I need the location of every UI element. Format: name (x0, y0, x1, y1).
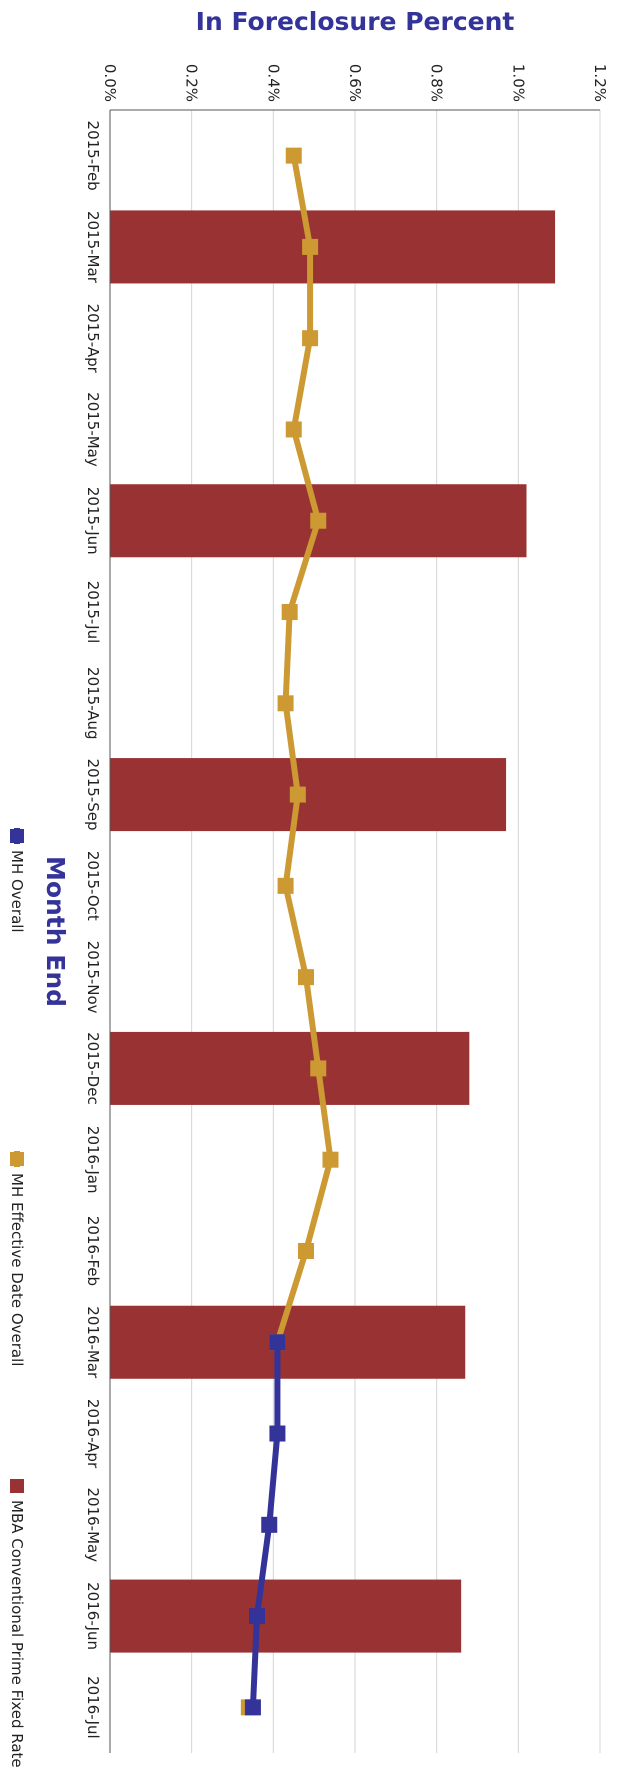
x-tick-label: 2016-Mar (84, 1306, 102, 1379)
bar-mba-conventional-prime-fixed-rate (109, 758, 507, 832)
x-tick-label: 2015-Nov (84, 941, 102, 1014)
point-mh-effective-date-overall (302, 238, 319, 255)
x-tick-label: 2016-Feb (84, 1216, 102, 1286)
axis-layer: 0.0% 0.2% 0.4% 0.6% 0.8% 1.0% 1.2% 2015-Feb 2015… (84, 64, 609, 1753)
point-mh-effective-date-overall (281, 604, 298, 621)
legend-label: MBA Conventional Prime Fixed Rate (8, 1500, 26, 1768)
x-tick-label: 2015-Aug (84, 667, 102, 740)
legend-label: MH Overall (8, 850, 26, 933)
point-mh-overall (269, 1334, 286, 1351)
x-tick-label: 2016-Jan (84, 1126, 102, 1194)
legend-swatch-marker (10, 829, 24, 843)
y-tick-label: 1.2% (591, 64, 609, 102)
x-tick-label: 2015-Dec (84, 1032, 102, 1105)
line-layer (240, 147, 339, 1716)
legend-swatch-marker (10, 1152, 24, 1166)
y-tick-label: 0.4% (264, 64, 282, 102)
point-mh-effective-date-overall (277, 877, 294, 894)
x-tick-label: 2015-Sep (84, 759, 102, 831)
point-mh-effective-date-overall (310, 1060, 327, 1077)
point-mh-effective-date-overall (298, 1242, 314, 1259)
point-mh-effective-date-overall (310, 512, 327, 529)
point-mh-effective-date-overall (322, 1151, 339, 1168)
bar-mba-conventional-prime-fixed-rate (109, 1031, 470, 1105)
y-tick-label: 0.2% (183, 64, 201, 102)
point-mh-effective-date-overall (302, 330, 319, 347)
y-tick-label: 0.8% (428, 64, 446, 102)
y-axis-title: In Foreclosure Percent (196, 7, 515, 36)
x-tick-label: 2016-Jul (84, 1676, 102, 1739)
bar-mba-conventional-prime-fixed-rate (110, 1579, 462, 1653)
x-tick-label: 2015-Oct (84, 851, 102, 921)
point-mh-overall (249, 1608, 265, 1625)
x-tick-label: 2015-Jun (84, 487, 102, 555)
y-tick-label: 0.6% (346, 64, 364, 102)
point-mh-overall (244, 1699, 261, 1716)
point-mh-effective-date-overall (285, 421, 302, 438)
y-tick-label: 0.0% (101, 64, 119, 102)
legend-label: MH Effective Date Overall (8, 1173, 26, 1366)
x-axis-title: Month End (41, 856, 70, 1007)
point-mh-effective-date-overall (298, 969, 314, 986)
x-tick-label: 2015-Feb (84, 121, 102, 191)
point-mh-overall (269, 1425, 286, 1442)
x-tick-label: 2015-May (84, 392, 102, 467)
point-mh-effective-date-overall (289, 786, 306, 803)
point-mh-overall (261, 1516, 278, 1533)
grid-layer (191, 110, 601, 1753)
line-mh-effective-date-overall (274, 155, 334, 1344)
bar-mba-conventional-prime-fixed-rate (109, 210, 556, 284)
x-tick-label: 2016-Jun (84, 1582, 102, 1650)
legend: MH Overall MH Effective Date Overall MBA C… (8, 828, 26, 1768)
x-tick-label: 2015-Jul (84, 581, 102, 644)
x-tick-label: 2016-Apr (84, 1399, 102, 1469)
x-tick-label: 2016-May (84, 1488, 102, 1563)
point-mh-effective-date-overall (285, 147, 302, 164)
bar-mba-conventional-prime-fixed-rate (110, 1305, 466, 1379)
point-mh-effective-date-overall (277, 695, 294, 712)
legend-swatch-bar (10, 1479, 24, 1493)
x-tick-label: 2015-Mar (84, 211, 102, 284)
x-tick-label: 2015-Apr (84, 304, 102, 374)
y-tick-label: 1.0% (509, 64, 527, 102)
bar-layer (109, 210, 556, 1653)
